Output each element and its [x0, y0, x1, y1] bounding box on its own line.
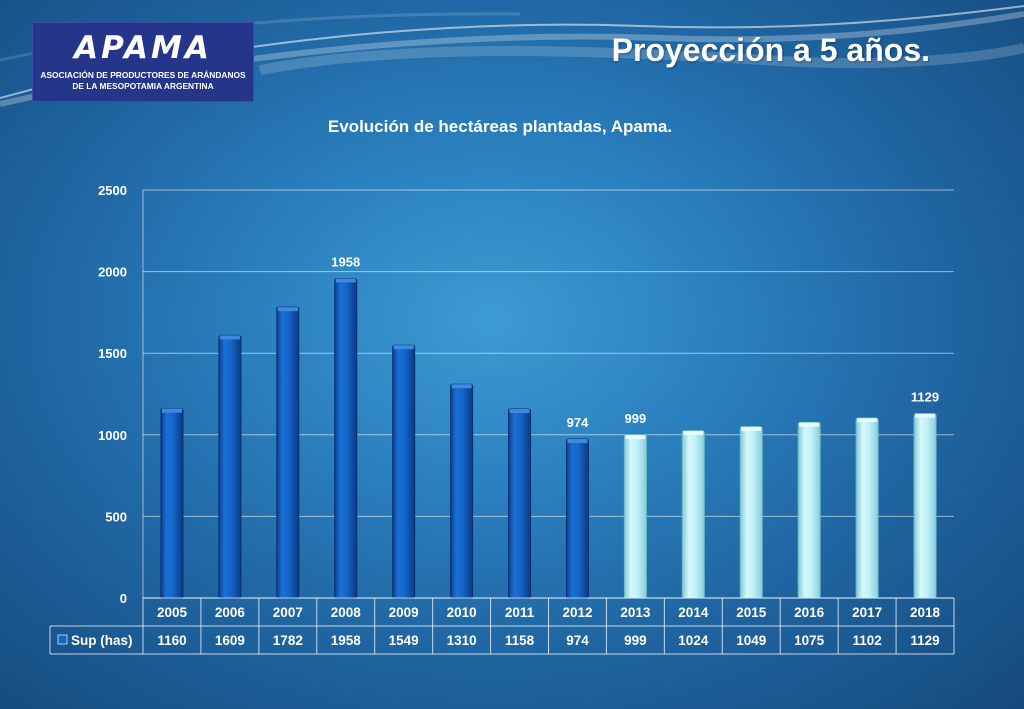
bar-top-cap — [625, 434, 646, 439]
category-label: 2017 — [852, 605, 882, 620]
bar — [797, 422, 821, 599]
bar — [681, 430, 705, 599]
table-value: 974 — [566, 633, 589, 648]
bar — [450, 383, 474, 599]
category-label: 2007 — [273, 605, 303, 620]
bar-top-cap — [161, 408, 182, 413]
bar-top-cap — [335, 278, 356, 283]
bar — [855, 417, 879, 599]
category-label: 2009 — [389, 605, 419, 620]
bar-top-cap — [683, 430, 704, 435]
chart-title: Evolución de hectáreas plantadas, Apama. — [327, 117, 673, 136]
slide-title: Proyección a 5 años. — [611, 32, 930, 68]
bar-top-cap — [219, 335, 240, 340]
bar-top-cap — [393, 345, 414, 350]
apama-logo: APAMA ASOCIACIÓN DE PRODUCTORES DE ARÁND… — [32, 22, 254, 102]
category-label: 2015 — [736, 605, 767, 620]
category-label: 2010 — [447, 605, 477, 620]
table-value: 1075 — [794, 633, 825, 648]
table-value: 1102 — [852, 633, 881, 648]
bar-top-cap — [567, 439, 588, 444]
bar — [276, 306, 300, 599]
y-tick-label: 500 — [105, 509, 127, 524]
bar-top-cap — [509, 409, 530, 414]
logo-subtitle: ASOCIACIÓN DE PRODUCTORES DE ARÁNDANOS D… — [33, 70, 253, 92]
y-tick-label: 0 — [120, 591, 127, 606]
data-label: 974 — [567, 415, 589, 430]
bar-top-cap — [799, 422, 820, 427]
table-value: 1782 — [273, 633, 303, 648]
bar — [392, 344, 416, 599]
table-value: 1129 — [910, 633, 939, 648]
category-label: 2006 — [215, 605, 246, 620]
category-label: 2005 — [157, 605, 188, 620]
bar — [218, 334, 242, 599]
data-label: 1958 — [331, 254, 360, 269]
table-value: 1310 — [447, 633, 477, 648]
bar — [623, 434, 647, 599]
table-value: 1158 — [505, 633, 535, 648]
table-value: 1160 — [157, 633, 186, 648]
y-tick-label: 2000 — [98, 265, 127, 280]
y-tick-label: 1500 — [98, 346, 127, 361]
bar — [913, 413, 937, 599]
category-label: 2012 — [562, 605, 592, 620]
table-value: 1549 — [389, 633, 419, 648]
category-label: 2011 — [505, 605, 535, 620]
category-label: 2008 — [331, 605, 362, 620]
y-tick-label: 1000 — [98, 428, 127, 443]
bar-top-cap — [741, 426, 762, 431]
bar — [565, 438, 589, 599]
series-name: Sup (has) — [71, 633, 133, 648]
data-label: 999 — [625, 411, 647, 426]
logo-wordmark: APAMA — [74, 30, 212, 66]
category-label: 2014 — [678, 605, 709, 620]
bar — [508, 408, 532, 599]
table-value: 1609 — [215, 633, 245, 648]
bar — [334, 277, 358, 599]
bar-top-cap — [915, 413, 936, 418]
y-tick-label: 2500 — [98, 183, 127, 198]
bar-top-cap — [857, 418, 878, 423]
data-label: 1129 — [911, 390, 939, 405]
category-label: 2018 — [910, 605, 941, 620]
table-value: 999 — [624, 633, 647, 648]
table-value: 1024 — [678, 633, 709, 648]
table-value: 1049 — [736, 633, 766, 648]
bar-top-cap — [277, 307, 298, 312]
category-label: 2016 — [794, 605, 825, 620]
logo-line-1: ASOCIACIÓN DE PRODUCTORES DE ARÁNDANOS — [40, 70, 246, 80]
bar — [160, 408, 184, 599]
bar — [739, 426, 763, 599]
category-label: 2013 — [620, 605, 651, 620]
bar-top-cap — [451, 384, 472, 389]
table-value: 1958 — [331, 633, 362, 648]
legend-key — [57, 634, 68, 645]
logo-line-2: DE LA MESOPOTAMIA ARGENTINA — [72, 81, 214, 91]
